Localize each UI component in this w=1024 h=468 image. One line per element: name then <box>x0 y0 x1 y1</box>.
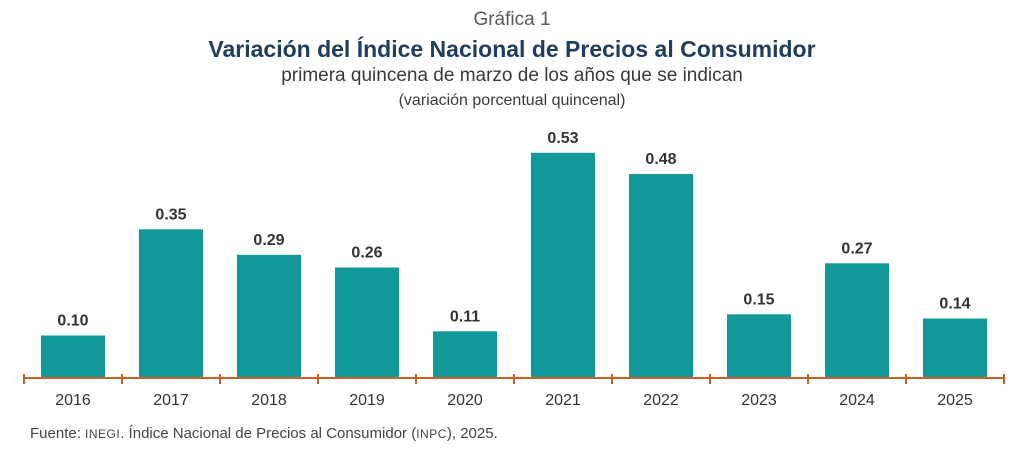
footnote-index: INPC <box>416 427 447 441</box>
x-tick-label-2021: 2021 <box>545 392 581 409</box>
x-tick-label-2023: 2023 <box>741 392 777 409</box>
footnote-middle: . Índice Nacional de Precios al Consumid… <box>120 425 412 442</box>
x-tick-label-2017: 2017 <box>153 392 189 409</box>
bar-2017 <box>139 229 203 378</box>
bar-2016 <box>41 335 105 378</box>
bar-2018 <box>237 254 301 378</box>
bar-2021 <box>531 152 595 378</box>
x-tick-label-2020: 2020 <box>447 392 483 409</box>
data-label-2019: 0.26 <box>351 245 382 262</box>
data-label-2017: 0.35 <box>155 206 186 223</box>
bar-2023 <box>727 314 791 378</box>
data-label-2018: 0.29 <box>253 232 284 249</box>
data-label-2025: 0.14 <box>939 296 970 313</box>
chart-subtitle: primera quincena de marzo de los años qu… <box>281 65 743 86</box>
x-tick-label-2016: 2016 <box>55 392 91 409</box>
x-tick-label-2025: 2025 <box>937 392 973 409</box>
x-tick-label-2022: 2022 <box>643 392 679 409</box>
data-label-2022: 0.48 <box>645 151 676 168</box>
footnote-org: INEGI <box>85 427 121 441</box>
footnote-suffix: ), 2025. <box>446 425 498 442</box>
data-label-2024: 0.27 <box>841 240 872 257</box>
bar-2020 <box>433 331 497 378</box>
chart-title: Variación del Índice Nacional de Precios… <box>208 36 816 62</box>
footnote-prefix: Fuente: <box>30 425 86 442</box>
bar-2022 <box>629 174 693 378</box>
data-label-2023: 0.15 <box>743 291 774 308</box>
chart-number-label: Gráfica 1 <box>473 9 551 30</box>
x-tick-label-2019: 2019 <box>349 392 385 409</box>
bar-2024 <box>825 263 889 378</box>
x-tick-label-2018: 2018 <box>251 392 287 409</box>
chart-units: (variación porcentual quincenal) <box>398 92 626 109</box>
bar-2025 <box>923 318 987 378</box>
bar-2019 <box>335 267 399 378</box>
data-label-2021: 0.53 <box>547 130 578 147</box>
data-label-2016: 0.10 <box>57 313 88 330</box>
data-label-2020: 0.11 <box>450 308 480 325</box>
source-footnote: Fuente: INEGI. Índice Nacional de Precio… <box>30 425 498 442</box>
footnote-index-open: ( <box>411 425 417 442</box>
x-tick-label-2024: 2024 <box>839 392 875 409</box>
